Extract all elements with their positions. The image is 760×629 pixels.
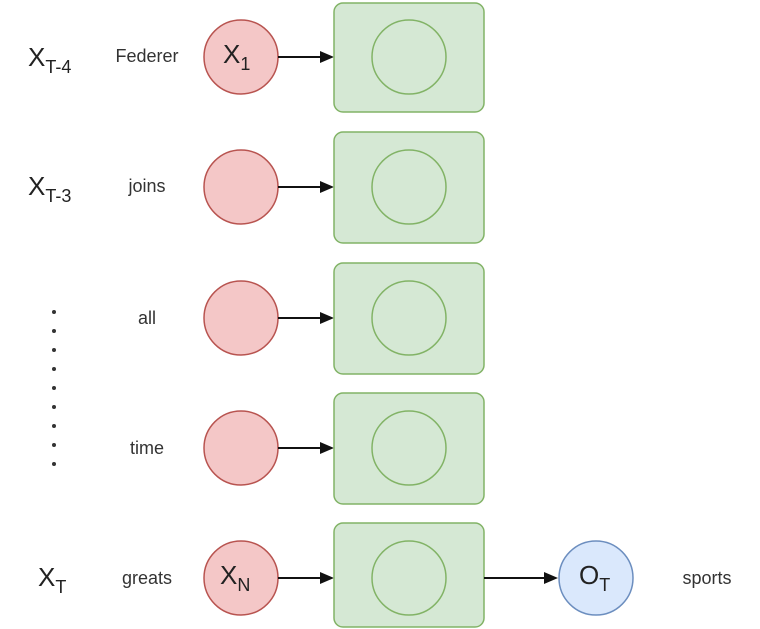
row-3-word: all — [138, 308, 156, 328]
row-1: XT-4 Federer X1 — [28, 2, 485, 113]
row-5: XT greats XN OT sports — [38, 522, 732, 628]
row-4-rnn-cell-unit — [371, 410, 447, 486]
row-4-rnn-cell — [333, 392, 485, 505]
ellipsis-dots — [52, 310, 56, 466]
row-4-input-node — [203, 410, 279, 486]
row-1-rnn-cell — [333, 2, 485, 113]
row-5-input-node-label: XN — [220, 560, 250, 595]
row-3-rnn-cell-unit — [371, 280, 447, 356]
row-2-rnn-cell-unit — [371, 149, 447, 225]
output-node-label: OT — [579, 560, 610, 595]
row-1-rnn-cell-unit — [371, 19, 447, 95]
row-1-variable-label: XT-4 — [28, 42, 71, 77]
row-4-word: time — [130, 438, 164, 458]
output-word: sports — [682, 568, 731, 588]
row-3-rnn-cell — [333, 262, 485, 375]
output-arrowhead — [544, 572, 558, 584]
row-3-arrowhead — [320, 312, 334, 324]
row-2-word: joins — [127, 176, 165, 196]
row-2-arrowhead — [320, 181, 334, 193]
row-5-arrowhead — [320, 572, 334, 584]
row-1-input-node-label: X1 — [223, 39, 250, 74]
row-1-arrowhead — [320, 51, 334, 63]
row-5-variable-label: XT — [38, 562, 66, 597]
row-2: XT-3 joins — [28, 131, 485, 244]
row-2-rnn-cell — [333, 131, 485, 244]
row-4-arrowhead — [320, 442, 334, 454]
output-node — [558, 540, 634, 616]
row-3-input-node — [203, 280, 279, 356]
row-2-variable-label: XT-3 — [28, 171, 71, 206]
row-5-word: greats — [122, 568, 172, 588]
row-2-input-node — [203, 149, 279, 225]
row-1-word: Federer — [115, 46, 178, 66]
row-3: all — [138, 262, 485, 375]
row-4: time — [130, 392, 485, 505]
row-5-rnn-cell-unit — [371, 540, 447, 616]
row-5-rnn-cell — [333, 522, 485, 628]
